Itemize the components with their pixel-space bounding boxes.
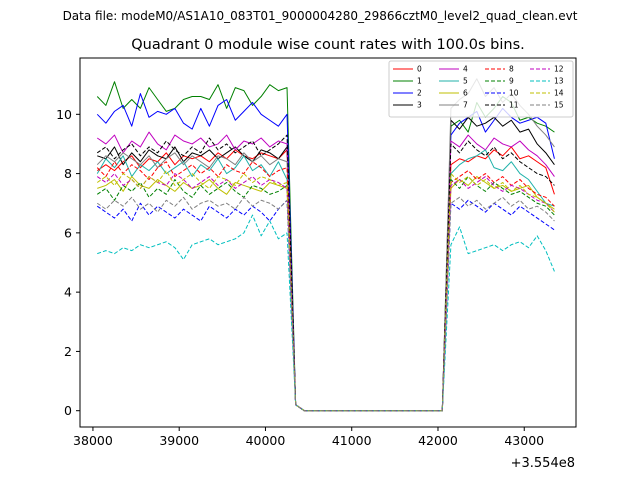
- chart-title: Quadrant 0 module wise count rates with …: [131, 37, 525, 53]
- x-tick-label: 41000: [332, 433, 372, 448]
- x-tick-label: 40000: [246, 433, 286, 448]
- y-tick-label: 10: [56, 107, 72, 122]
- x-axis-offset-label: +3.554e8: [511, 456, 575, 471]
- legend-label-0: 0: [417, 65, 422, 74]
- series-line-14: [96, 170, 555, 412]
- legend-label-10: 10: [509, 89, 519, 98]
- legend-label-7: 7: [463, 101, 468, 110]
- legend-box: [388, 60, 574, 118]
- y-tick-label: 8: [64, 166, 72, 181]
- legend-label-12: 12: [554, 65, 564, 74]
- figure-suptitle: Data file: modeM0/AS1A10_083T01_90000042…: [63, 9, 578, 23]
- series-line-4: [96, 131, 555, 412]
- legend-label-3: 3: [417, 101, 422, 110]
- legend-label-1: 1: [417, 77, 422, 86]
- legend-label-4: 4: [463, 65, 468, 74]
- legend-label-13: 13: [554, 77, 564, 86]
- series-line-10: [96, 199, 555, 412]
- y-tick-label: 0: [64, 403, 72, 418]
- series-line-11: [96, 134, 555, 412]
- y-axis: 0 2 4 6 8 10: [56, 107, 80, 418]
- x-tick-label: 39000: [159, 433, 199, 448]
- y-tick-label: 2: [64, 344, 72, 359]
- series-line-3: [97, 116, 555, 412]
- series-line-6: [97, 176, 555, 412]
- series-line-9: [96, 176, 555, 412]
- x-tick-label: 42000: [418, 433, 458, 448]
- x-axis: 38000 39000 40000 41000 42000 43000: [73, 427, 544, 448]
- legend-label-8: 8: [509, 65, 514, 74]
- legend-label-11: 11: [509, 101, 519, 110]
- series-line-8: [96, 161, 555, 412]
- y-tick-label: 4: [64, 285, 72, 300]
- legend-label-2: 2: [417, 89, 422, 98]
- legend-label-15: 15: [554, 101, 564, 110]
- series-line-5: [96, 149, 555, 412]
- series-line-13: [97, 214, 555, 412]
- y-tick-label: 6: [64, 225, 72, 240]
- legend-label-14: 14: [554, 89, 564, 98]
- legend-label-6: 6: [463, 89, 468, 98]
- legend-label-9: 9: [509, 77, 514, 86]
- series-line-15: [96, 196, 555, 412]
- axes-frame: [79, 57, 577, 428]
- x-tick-label: 38000: [73, 433, 113, 448]
- x-tick-label: 43000: [504, 433, 544, 448]
- series-layer: [96, 78, 555, 412]
- legend-label-5: 5: [463, 77, 468, 86]
